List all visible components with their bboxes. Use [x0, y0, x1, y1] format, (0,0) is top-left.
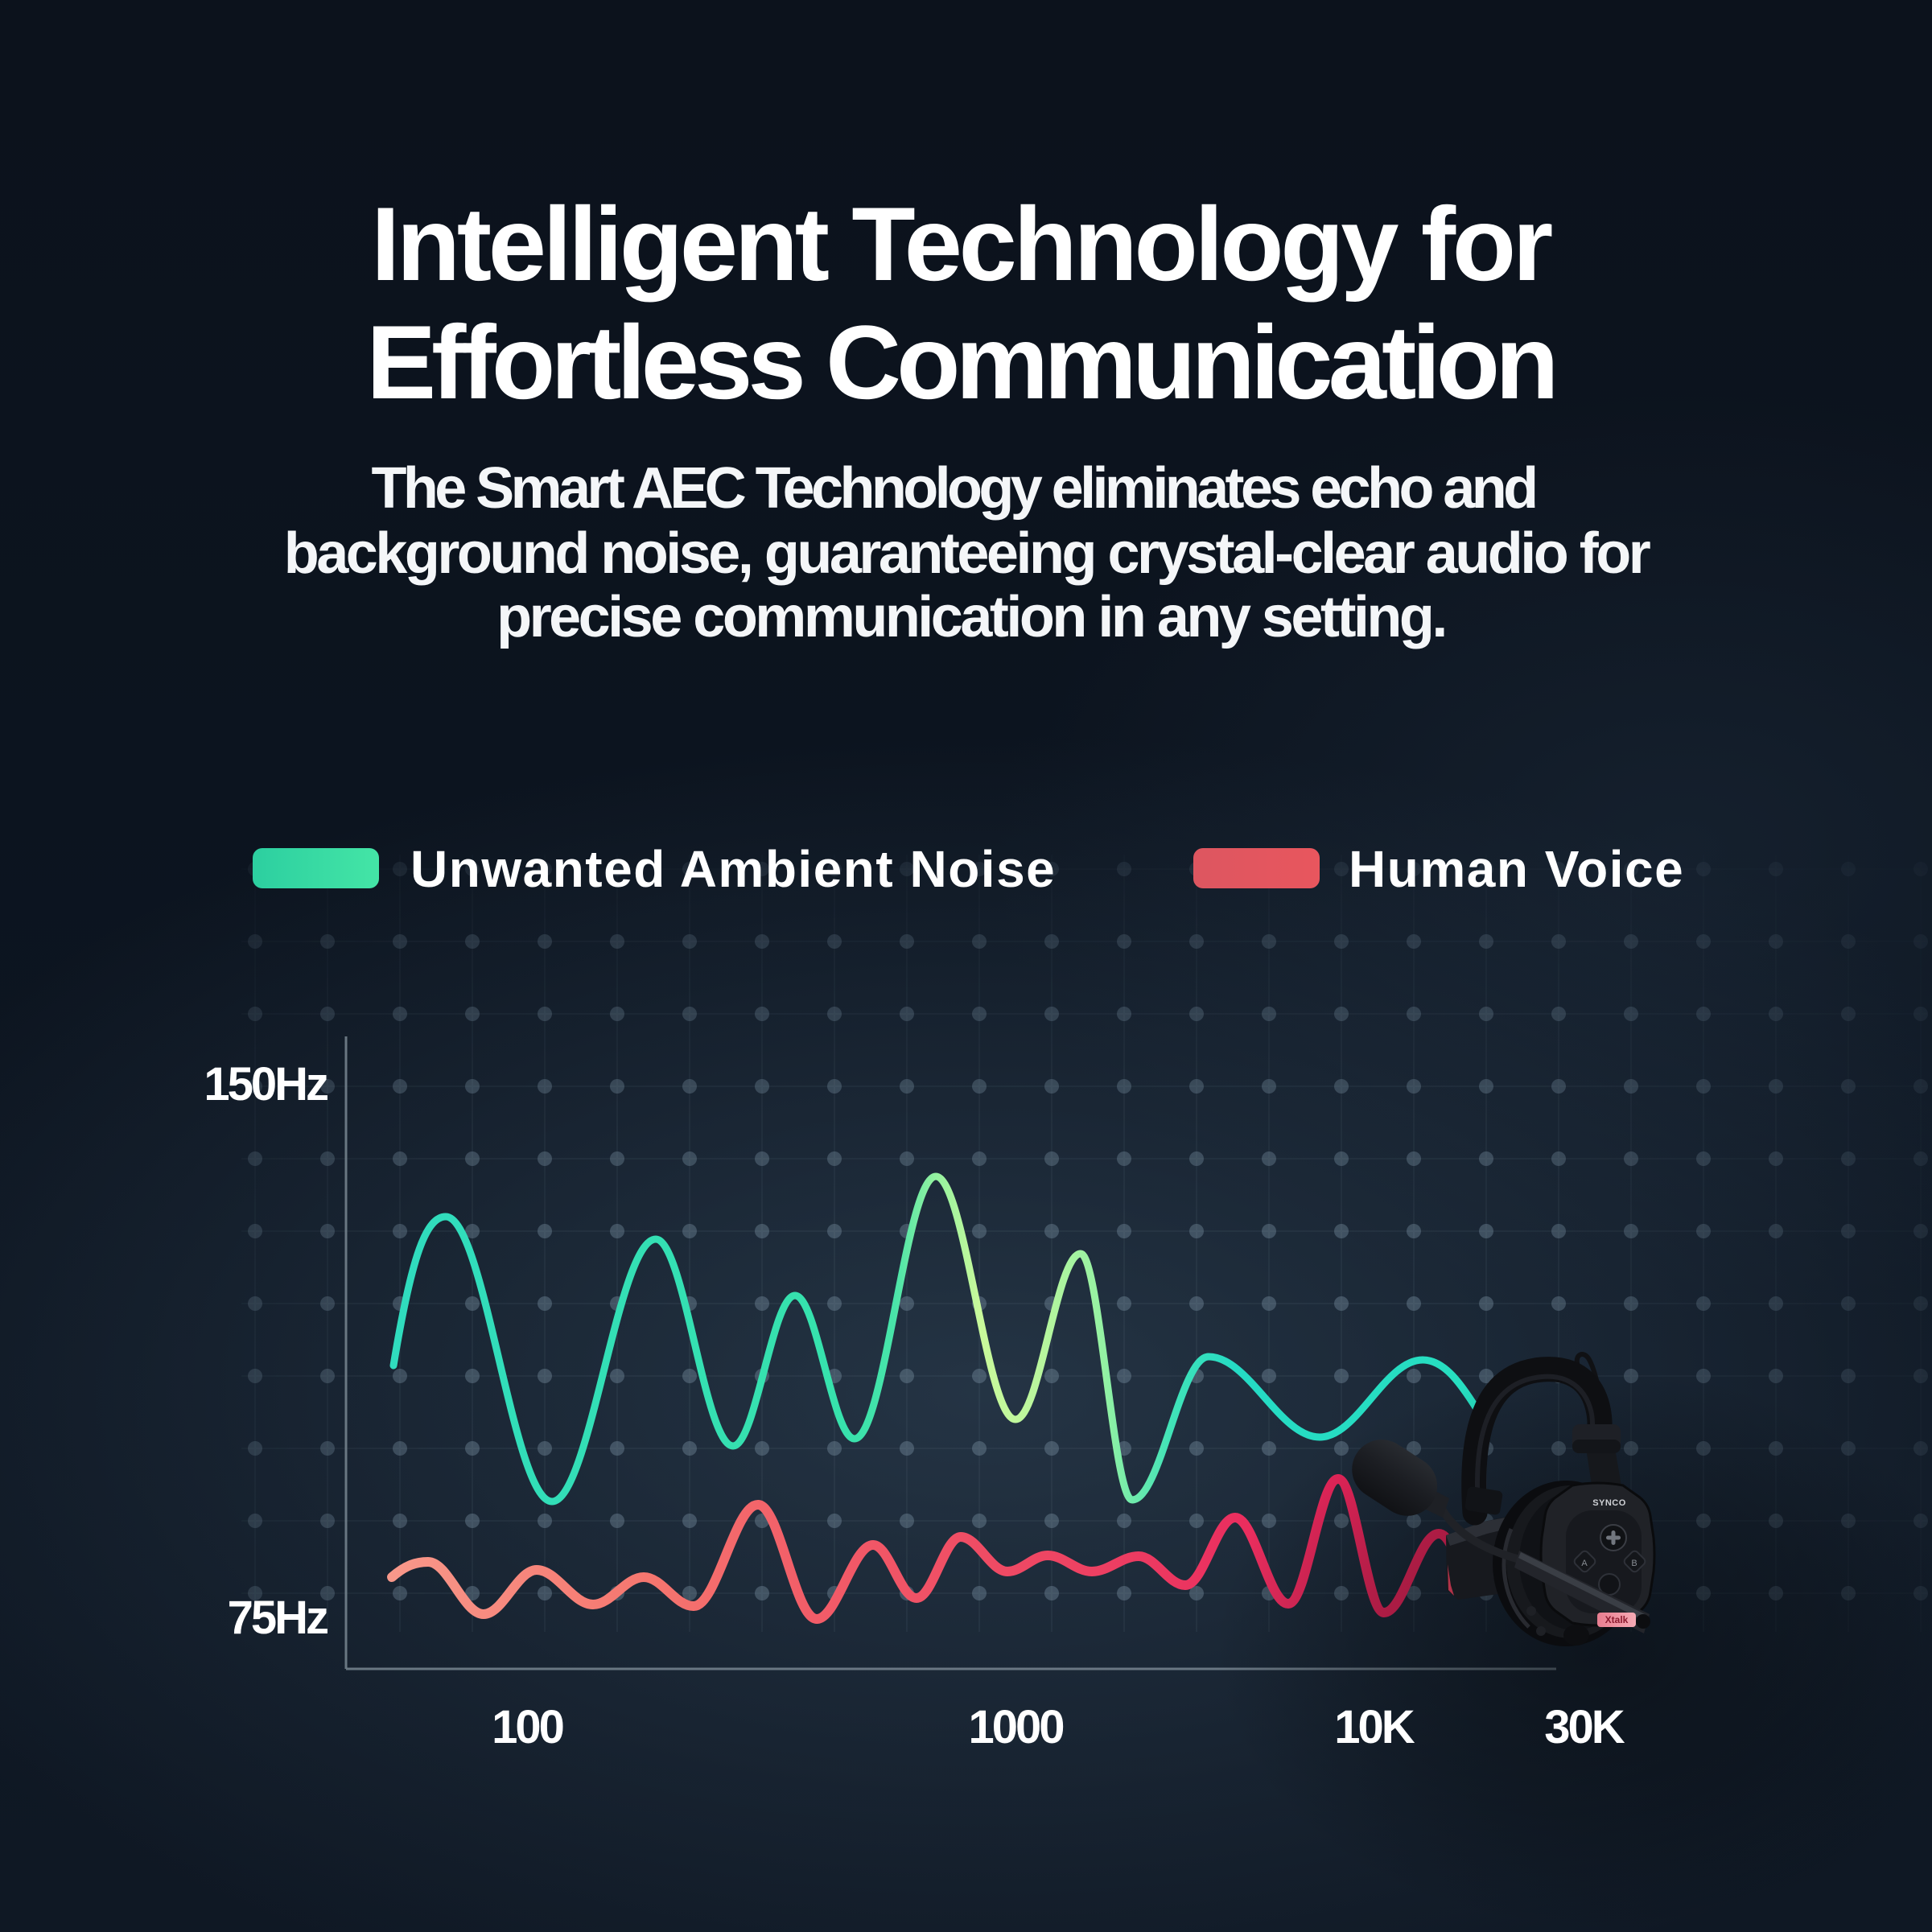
- svg-text:Xtalk: Xtalk: [1605, 1614, 1629, 1625]
- svg-text:B: B: [1631, 1559, 1637, 1568]
- svg-text:SYNCO: SYNCO: [1592, 1498, 1626, 1508]
- svg-text:A: A: [1581, 1559, 1588, 1568]
